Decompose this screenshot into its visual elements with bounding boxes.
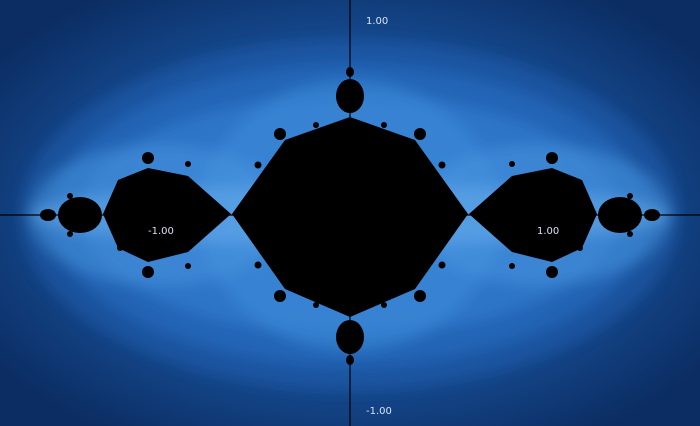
y-tick-label-top: 1.00 [366,16,388,27]
y-tick-label-bottom: -1.00 [366,406,392,417]
x-tick-label-left: -1.00 [148,226,174,237]
x-tick-label-right: 1.00 [537,226,559,237]
tick-labels: -1.00 1.00 1.00 -1.00 [148,16,559,417]
